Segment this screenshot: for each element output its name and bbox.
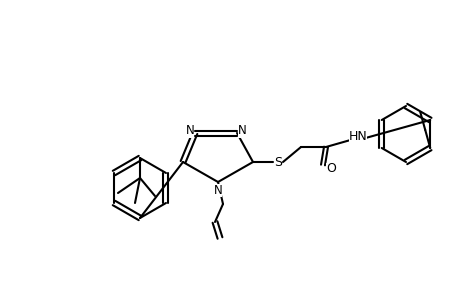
Text: N: N bbox=[213, 184, 222, 196]
Text: O: O bbox=[325, 163, 335, 176]
Text: HN: HN bbox=[348, 130, 367, 143]
Text: S: S bbox=[274, 155, 281, 169]
Text: N: N bbox=[185, 124, 194, 137]
Text: N: N bbox=[237, 124, 246, 137]
